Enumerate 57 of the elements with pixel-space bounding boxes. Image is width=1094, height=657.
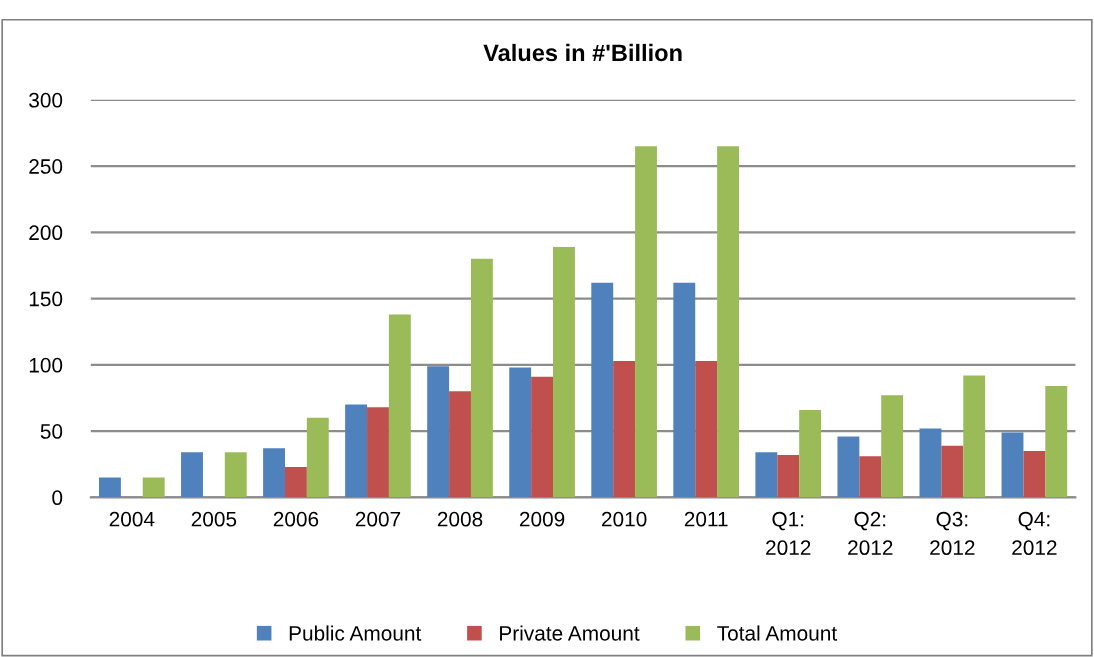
bar — [673, 282, 696, 498]
bar — [181, 452, 203, 498]
x-tick-label: 2011 — [684, 511, 728, 527]
x-tick-label: 2007 — [355, 511, 401, 527]
bar — [963, 375, 986, 498]
bar — [1001, 432, 1024, 498]
x-tick-label: Q2: 2012 — [848, 511, 893, 556]
bar — [919, 428, 942, 498]
bar — [367, 407, 389, 498]
bar — [1045, 386, 1068, 498]
y-tick-label: 300 — [29, 92, 63, 108]
y-tick-label: 50 — [40, 424, 63, 439]
y-tick-label: 250 — [29, 159, 63, 174]
bar — [449, 391, 471, 498]
x-tick-label: Q1: 2012 — [766, 511, 811, 556]
y-tick-label: 200 — [29, 225, 63, 241]
x-tick-label: 2010 — [602, 511, 647, 527]
bar — [1023, 450, 1046, 498]
bar — [224, 452, 247, 498]
bar — [284, 466, 307, 498]
bar — [717, 146, 739, 498]
y-tick-label: 100 — [29, 357, 63, 373]
legend-label: Total Amount — [717, 625, 837, 641]
bar — [142, 477, 165, 498]
x-tick-label: 2004 — [109, 511, 155, 527]
bar — [509, 367, 532, 498]
x-tick-label: 2005 — [191, 511, 237, 527]
y-tick-label: 0 — [52, 490, 63, 506]
x-tick-label: 2006 — [273, 511, 319, 527]
x-tick-label: Q4: 2012 — [1012, 511, 1057, 556]
bar — [881, 395, 904, 498]
bar — [99, 477, 121, 498]
bar — [695, 360, 718, 498]
bar — [470, 258, 493, 498]
bar — [635, 146, 657, 498]
x-tick-label: 2009 — [519, 511, 565, 527]
bar — [306, 417, 329, 498]
bar — [837, 436, 860, 498]
bar — [755, 452, 778, 498]
bar — [553, 246, 575, 498]
chart-title: Values in #'Billion — [483, 43, 682, 62]
bar — [799, 409, 822, 498]
bar — [531, 376, 554, 498]
x-tick-label: Q3: 2012 — [930, 511, 975, 556]
bar — [388, 314, 411, 498]
bar — [591, 282, 614, 498]
bar — [427, 366, 450, 498]
x-tick-label: 2008 — [437, 511, 483, 527]
bar — [613, 360, 636, 498]
bar — [859, 456, 882, 498]
legend-label: Public Amount — [289, 625, 422, 641]
bar — [777, 454, 800, 498]
y-tick-label: 150 — [29, 291, 63, 307]
bar — [345, 404, 368, 498]
legend-label: Private Amount — [500, 625, 640, 641]
bar — [263, 448, 285, 498]
bar — [941, 445, 964, 498]
